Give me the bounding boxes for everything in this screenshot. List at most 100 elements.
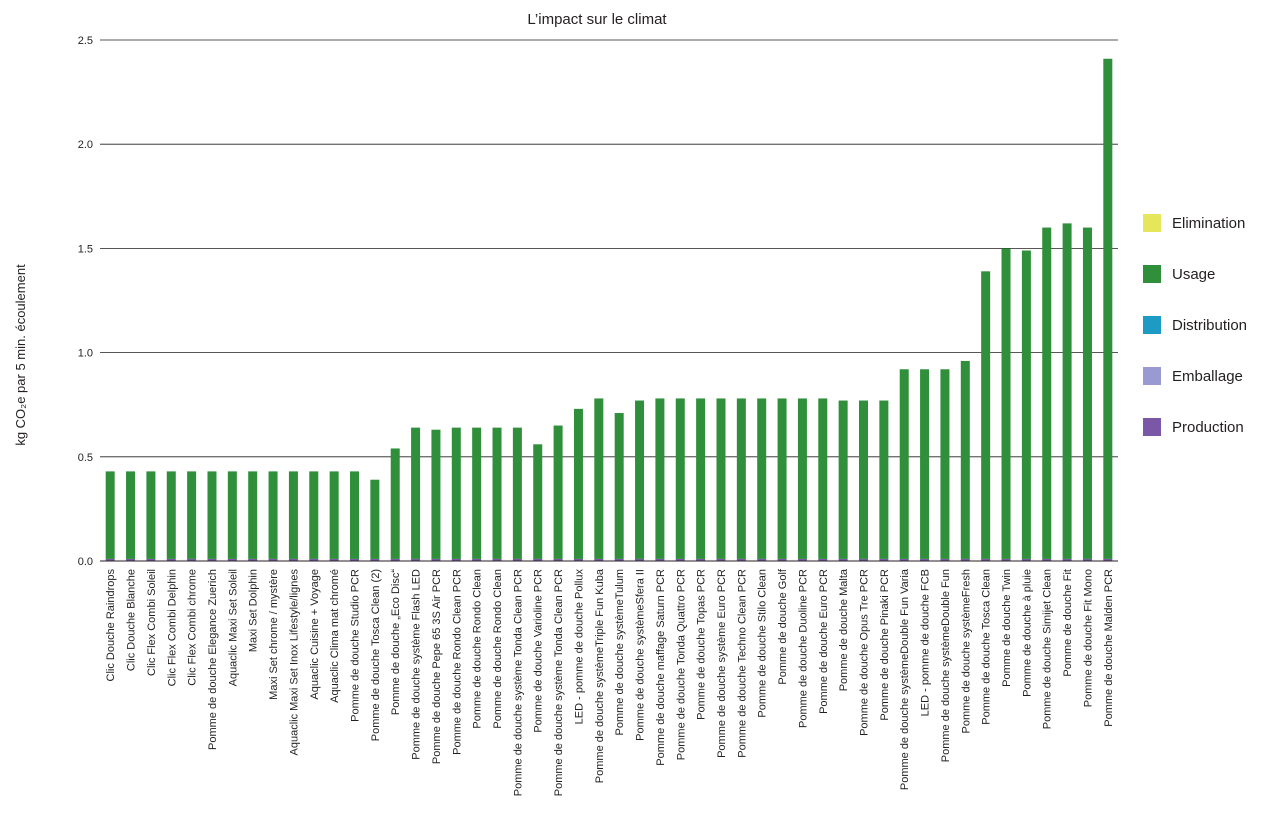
bar-usage bbox=[248, 471, 258, 559]
y-tick-label: 0.0 bbox=[78, 556, 93, 568]
legend-swatch bbox=[1143, 265, 1161, 283]
y-tick-label: 2.5 bbox=[78, 35, 93, 47]
bar-usage bbox=[573, 408, 583, 559]
x-tick-label: Pomme de douche à pluie bbox=[1021, 569, 1033, 697]
bar-production bbox=[635, 558, 645, 561]
x-tick-label: Pomme de douche système Euro PCR bbox=[716, 569, 728, 758]
x-tick-label: Clic Flex Combi chrome bbox=[187, 569, 199, 686]
bar-production bbox=[411, 558, 421, 561]
x-tick-label: Aquaclic Clima mat chromé bbox=[329, 569, 341, 703]
x-tick-label: Pomme de douche Euro PCR bbox=[818, 569, 830, 714]
bar-usage bbox=[431, 429, 441, 559]
x-tick-label: Pomme de douche Simijet Clean bbox=[1042, 569, 1054, 729]
bar-production bbox=[594, 558, 604, 561]
y-tick-label: 2.0 bbox=[78, 139, 93, 151]
bar-production bbox=[1082, 558, 1092, 561]
x-tick-label: Pomme de douche Fit bbox=[1062, 569, 1074, 677]
bar-production bbox=[818, 558, 828, 561]
bar-usage bbox=[268, 471, 278, 559]
bar-usage bbox=[655, 398, 665, 559]
bar-usage bbox=[675, 398, 685, 559]
x-tick-label: Pomme de douche Pepe 65 3S Air PCR bbox=[431, 569, 443, 764]
y-tick-label: 1.5 bbox=[78, 243, 93, 255]
bar-usage bbox=[309, 471, 319, 559]
bar-usage bbox=[411, 427, 421, 559]
bar-usage bbox=[553, 425, 563, 559]
bar-usage bbox=[818, 398, 828, 559]
x-tick-label: Pomme de douche maffage Saturn PCR bbox=[655, 569, 667, 766]
bar-usage bbox=[940, 369, 950, 559]
x-tick-label: Pomme de douche Rondo Clean bbox=[492, 569, 504, 729]
x-tick-label: Pomme de douche Malta bbox=[838, 568, 850, 691]
x-tick-label: Clic Flex Combi Delphin bbox=[166, 569, 178, 686]
x-tick-label: Pomme de douche Tosca Clean (2) bbox=[370, 569, 382, 741]
x-tick-label: Pomme de douche Stilo Clean bbox=[757, 569, 769, 718]
bar-usage bbox=[492, 427, 502, 559]
x-tick-label: Maxi Set Dolphin bbox=[248, 569, 260, 652]
x-tick-labels: Clic Douche Raindrops Clic Douche Blanche… bbox=[105, 568, 1115, 796]
bar-usage bbox=[920, 369, 930, 559]
bar-usage bbox=[350, 471, 359, 559]
bar-usage bbox=[1082, 227, 1092, 559]
bar-production bbox=[187, 558, 197, 561]
bar-usage bbox=[288, 471, 298, 559]
x-tick-label: Pomme de douche „Eco Disc“ bbox=[390, 569, 402, 715]
bar-production bbox=[268, 558, 278, 561]
bar-production bbox=[1103, 558, 1113, 561]
bar-production bbox=[696, 558, 706, 561]
bar-usage bbox=[777, 398, 787, 559]
legend-swatch bbox=[1143, 316, 1161, 334]
legend: Elimination Usage Distribution Emballage Pro… bbox=[1143, 214, 1247, 436]
bar-production bbox=[614, 558, 624, 561]
x-tick-label: Pomme de douche systèmeSfera II bbox=[635, 569, 647, 741]
bar-usage bbox=[227, 471, 237, 559]
bar-production bbox=[533, 558, 543, 561]
x-tick-label: Pomme de douche système Flash LED bbox=[411, 569, 423, 760]
legend-label: Usage bbox=[1172, 266, 1215, 283]
x-tick-label: Aquaclic Maxi Set Inox Lifestyle/lignes bbox=[288, 569, 300, 756]
bar-production bbox=[227, 558, 237, 561]
bar-usage bbox=[370, 479, 380, 559]
legend-label: Production bbox=[1172, 419, 1244, 436]
x-tick-label: Maxi Set chrome / mystère bbox=[268, 569, 280, 700]
bar-production bbox=[248, 558, 258, 561]
bar-production bbox=[492, 558, 502, 561]
bar-production bbox=[981, 558, 991, 561]
bar-production bbox=[146, 558, 156, 561]
bar-production bbox=[1021, 558, 1031, 561]
bar-usage bbox=[472, 427, 482, 559]
x-tick-label: Aquaclic Maxi Set Soleil bbox=[227, 569, 239, 686]
bar-production bbox=[105, 558, 115, 561]
chart-title: L’impact sur le climat bbox=[527, 11, 667, 28]
legend-swatch bbox=[1143, 418, 1161, 436]
bars-group bbox=[105, 58, 1113, 561]
x-tick-label: Pomme de douche Fit Mono bbox=[1082, 569, 1094, 707]
bar-production bbox=[859, 558, 868, 561]
y-axis-label: kg CO₂e par 5 min. écoulement bbox=[13, 264, 28, 446]
bar-production bbox=[675, 558, 685, 561]
x-tick-label: Pomme de douche Studio PCR bbox=[350, 569, 362, 722]
bar-usage bbox=[1062, 223, 1072, 559]
bar-usage bbox=[512, 427, 522, 559]
bar-usage bbox=[329, 471, 339, 559]
x-tick-label: Pomme de douche Varioline PCR bbox=[533, 569, 545, 733]
bar-usage bbox=[838, 400, 848, 559]
x-tick-label: Pomme de douche Duoline PCR bbox=[797, 569, 809, 728]
x-tick-label: Pomme de douche Techno Clean PCR bbox=[736, 569, 748, 758]
bar-usage bbox=[635, 400, 645, 559]
y-tick-label: 0.5 bbox=[78, 452, 93, 464]
bar-production bbox=[553, 558, 563, 561]
bar-usage bbox=[146, 471, 156, 559]
bar-usage bbox=[1001, 248, 1011, 559]
bar-production bbox=[1001, 558, 1011, 561]
bar-production bbox=[166, 558, 176, 561]
x-tick-label: Pomme de douche systèmeFresh bbox=[960, 569, 972, 733]
bar-usage bbox=[614, 413, 624, 559]
x-tick-label: Pomme de douche Golf bbox=[777, 568, 789, 685]
y-tick-label: 1.0 bbox=[78, 348, 93, 360]
bar-usage bbox=[1103, 58, 1113, 559]
x-tick-label: Pomme de douche Rondo Clean bbox=[472, 569, 484, 729]
x-tick-label: Clic Douche Raindrops bbox=[105, 569, 117, 682]
legend-swatch bbox=[1143, 367, 1161, 385]
bar-production bbox=[797, 558, 807, 561]
